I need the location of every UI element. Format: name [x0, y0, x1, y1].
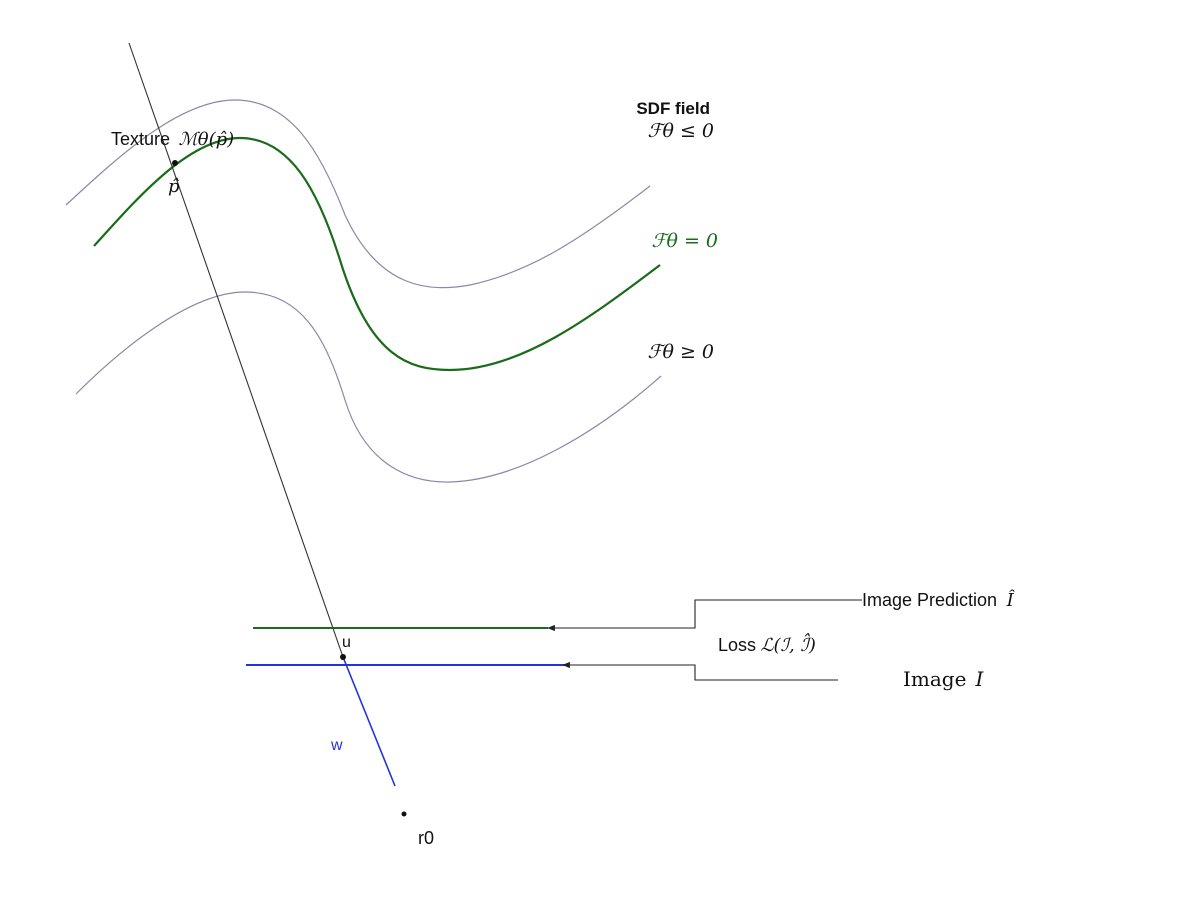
p-hat-label: p̂ — [168, 176, 180, 197]
sdf-field-title: SDF field — [636, 99, 710, 118]
texture-word: Texture — [111, 129, 170, 149]
u-label: u — [342, 634, 351, 651]
surface-point-p-hat — [172, 160, 178, 166]
camera-ray-w — [342, 656, 396, 787]
loss-word: Loss — [718, 635, 756, 655]
camera-origin-r0 — [401, 811, 407, 817]
r0-label: r0 — [418, 828, 434, 848]
loss-math: ℒ(ℐ, ℐ̂) — [761, 633, 816, 656]
image-prediction-word: Image Prediction — [862, 590, 997, 610]
sdf-zero-level-surface — [93, 136, 661, 372]
sdf-negative-level-curve — [65, 99, 651, 289]
view-ray-line — [128, 42, 344, 658]
image-label: Image I — [903, 667, 984, 691]
prediction-connector-arrow — [547, 599, 862, 632]
sdf-positive-level-curve — [75, 291, 662, 483]
texture-label: Texture ℳθ(p̂) — [111, 129, 234, 150]
w-label: w — [330, 737, 343, 754]
sdf-zero-label: ℱθ = 0 — [652, 230, 718, 252]
texture-math: ℳθ(p̂) — [179, 129, 235, 150]
sdf-negative-label: ℱθ ≤ 0 — [648, 120, 714, 142]
image-connector-arrow — [562, 661, 838, 681]
pixel-point-u — [340, 654, 346, 660]
sdf-positive-label: ℱθ ≥ 0 — [648, 341, 714, 363]
loss-label: Loss ℒ(ℐ, ℐ̂) — [718, 633, 816, 656]
image-prediction-label: Image Prediction Î — [862, 588, 1016, 611]
image-word: Image — [903, 667, 966, 691]
image-math: I — [974, 667, 984, 691]
image-prediction-math: Î — [1006, 588, 1016, 611]
